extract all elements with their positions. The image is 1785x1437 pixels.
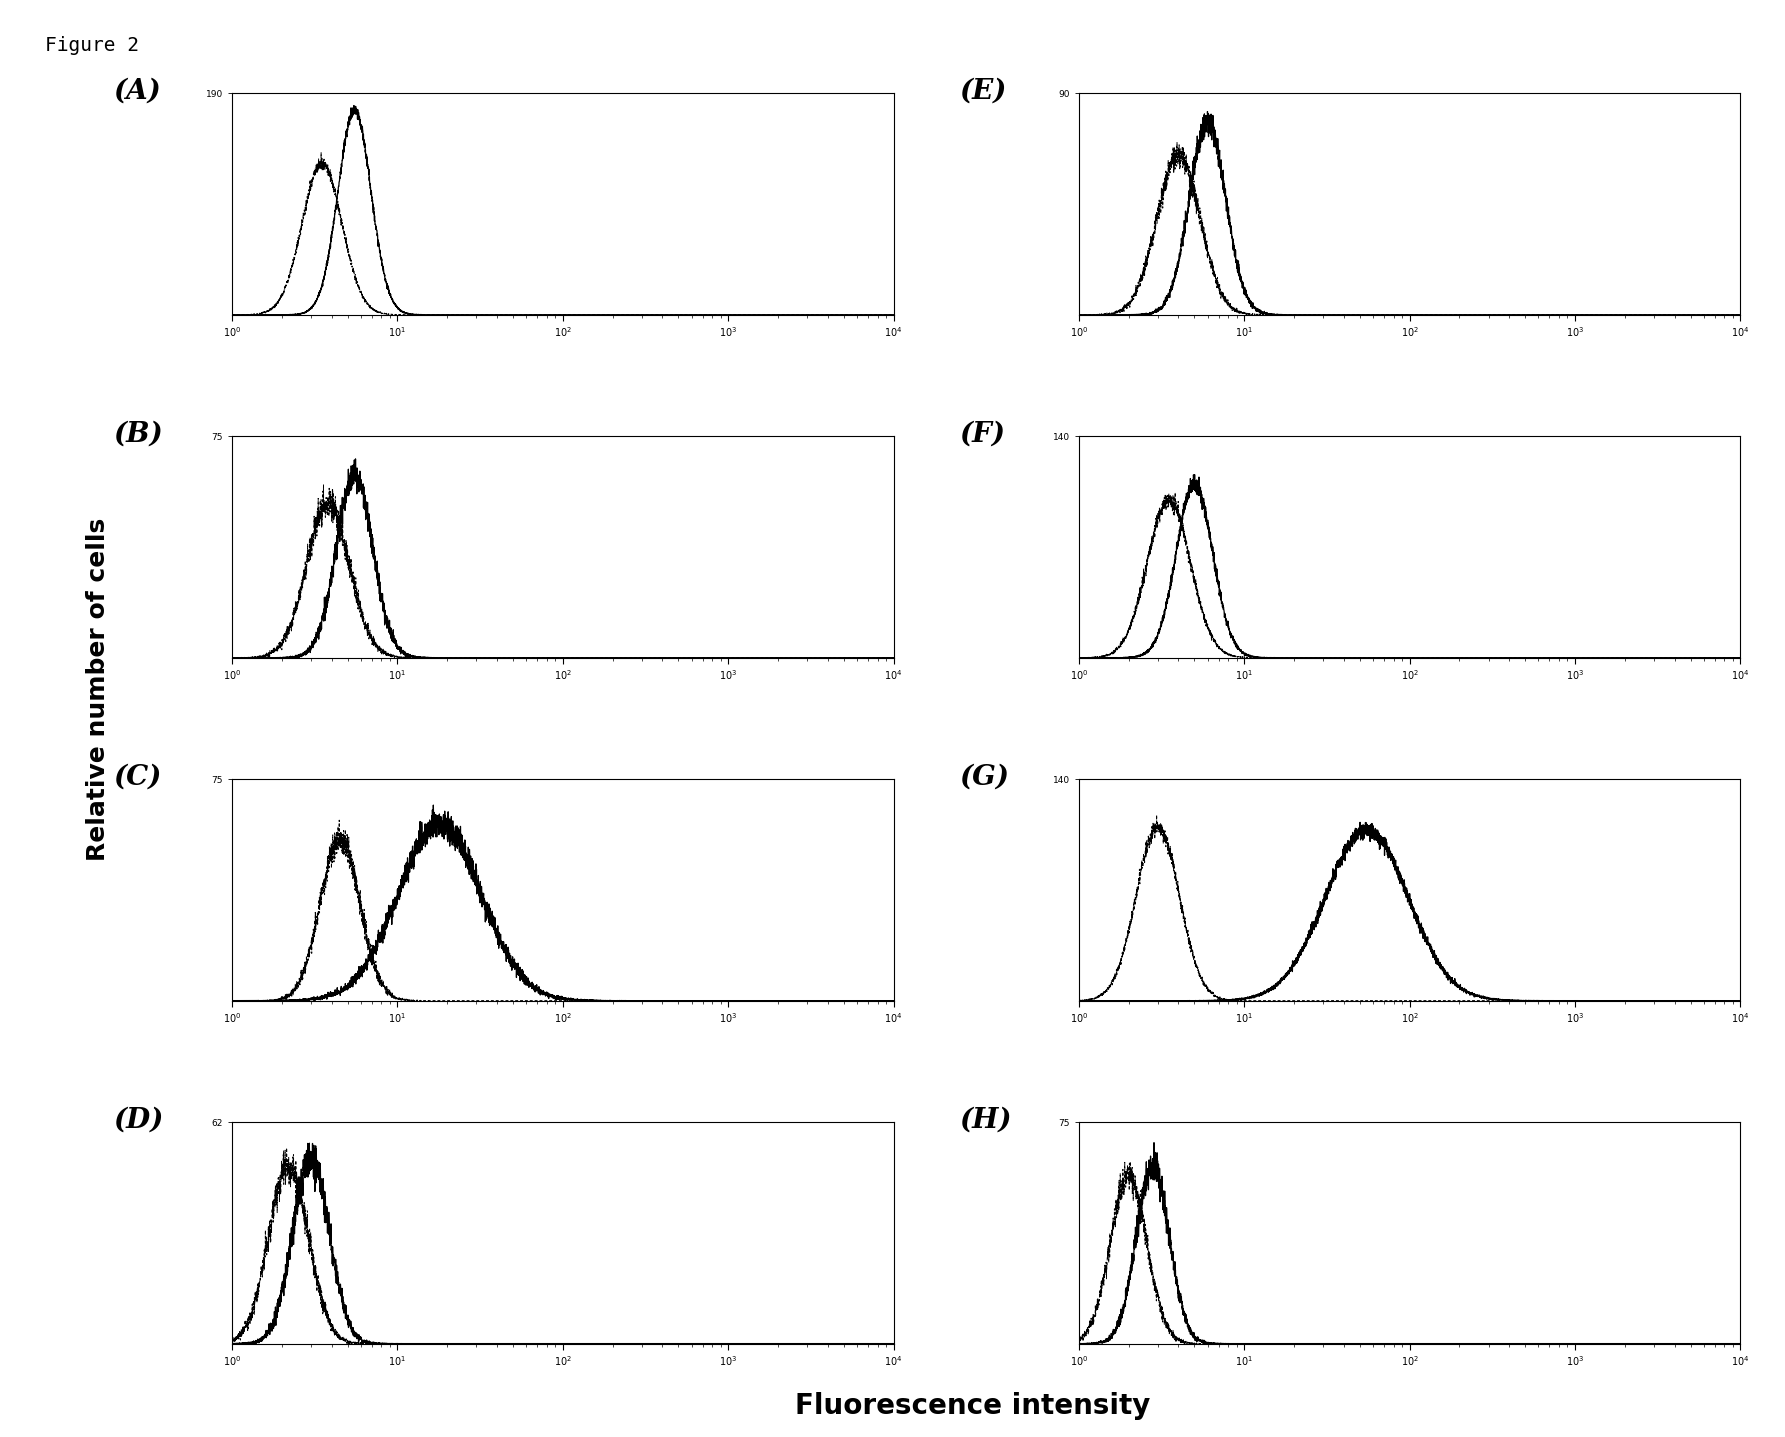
Text: Relative number of cells: Relative number of cells xyxy=(86,519,111,861)
Text: (B): (B) xyxy=(112,421,162,448)
Text: (G): (G) xyxy=(960,764,1010,790)
Text: Fluorescence intensity: Fluorescence intensity xyxy=(794,1392,1151,1420)
Text: Figure 2: Figure 2 xyxy=(45,36,139,55)
Text: (A): (A) xyxy=(112,78,161,105)
Text: (C): (C) xyxy=(112,764,161,790)
Text: (D): (D) xyxy=(112,1106,164,1134)
Text: (E): (E) xyxy=(960,78,1007,105)
Text: (F): (F) xyxy=(960,421,1005,448)
Text: (H): (H) xyxy=(960,1106,1012,1134)
